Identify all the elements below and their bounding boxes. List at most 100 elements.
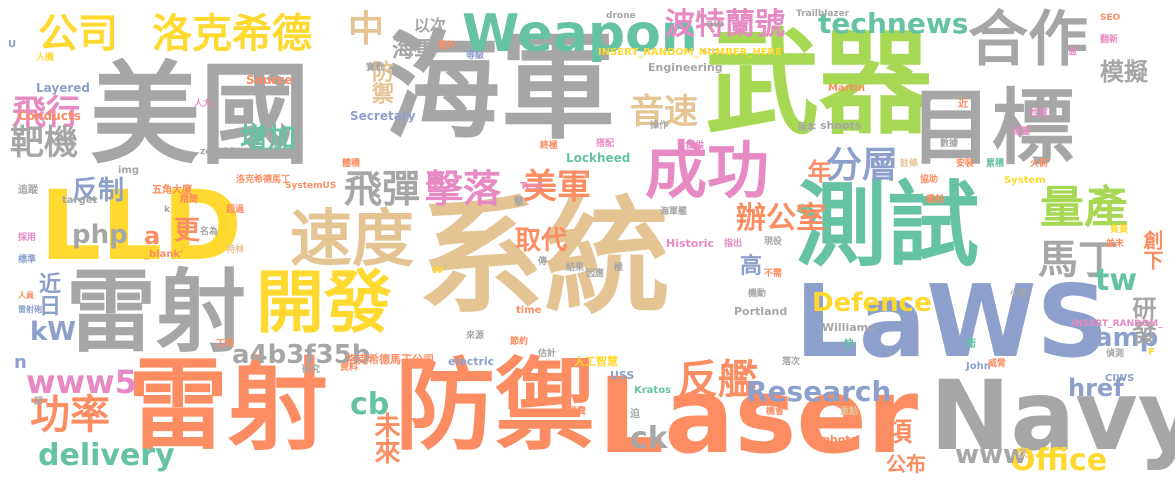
word: 名為 <box>200 227 219 237</box>
word: 靶機 <box>10 123 78 163</box>
word: 版本 <box>798 123 817 133</box>
word: SEO <box>1100 13 1121 23</box>
word: 負責 <box>1110 225 1129 235</box>
word: 傳 <box>538 257 548 267</box>
word: img <box>118 165 140 176</box>
word: 估計 <box>538 349 557 359</box>
word: www <box>955 440 1028 470</box>
word: Portland <box>734 305 788 318</box>
word: 洛克希德 <box>152 11 312 57</box>
word: 反制 <box>72 176 125 206</box>
word: cb <box>350 387 390 422</box>
word: 雷射砲 <box>18 305 42 314</box>
word: 小型 <box>1010 289 1029 299</box>
word: Laser <box>598 355 919 477</box>
word: 目標 <box>910 81 1075 176</box>
word: 公布 <box>886 452 926 476</box>
word: 速度 <box>290 202 415 275</box>
word: 性質 <box>1030 109 1049 119</box>
word: 雷射 <box>66 260 246 365</box>
word: delivery <box>38 438 175 473</box>
word: 近日 <box>35 272 60 316</box>
word: Office <box>1010 443 1108 478</box>
word: 撃 <box>514 197 524 208</box>
word: 機會 <box>766 407 785 417</box>
word: 機動 <box>748 289 767 299</box>
word: 衛 <box>966 339 976 350</box>
word: Trailblazer <box>796 9 850 19</box>
word: 量產 <box>1040 182 1128 233</box>
word: 擊落 <box>425 167 502 211</box>
word: 結果 <box>566 263 585 273</box>
word: USS <box>610 369 635 382</box>
word: 並未 <box>1106 239 1125 249</box>
word: Engineering <box>648 61 723 74</box>
word: Secretary <box>350 109 416 123</box>
word: 精簡 <box>180 195 199 205</box>
word: aw <box>706 17 724 30</box>
word: 註條 <box>900 159 919 169</box>
word: 搭配 <box>596 139 615 149</box>
word: U <box>8 39 17 50</box>
word: 師 <box>34 397 44 407</box>
word: 火箭 <box>1030 159 1049 169</box>
word: 額外 <box>438 41 457 51</box>
word: 偵測 <box>1106 349 1125 359</box>
word: 年 <box>803 159 831 183</box>
word: 人員 <box>18 291 34 300</box>
word: 馬丁 <box>1038 237 1118 283</box>
word: 協助 <box>920 175 939 185</box>
word: a4b3f35b <box>232 340 371 370</box>
word: src <box>702 47 718 57</box>
word: 海軍 <box>392 38 437 63</box>
word: 威脅 <box>988 359 1007 369</box>
word: 反艦 <box>678 357 758 403</box>
word: 武器 <box>705 17 934 150</box>
word: 累積 <box>986 159 1005 169</box>
word: 防禦 <box>395 347 595 464</box>
word: 取代 <box>515 226 568 256</box>
word: 海軍艦 <box>660 207 688 217</box>
word: LLD <box>40 170 243 282</box>
word: 分層 <box>826 145 899 186</box>
word: Williams <box>822 321 875 334</box>
word: drone <box>606 11 636 21</box>
word: Source <box>246 73 293 87</box>
word: 資料 <box>340 363 359 373</box>
word: John <box>966 361 991 372</box>
word: 等級 <box>466 51 485 61</box>
word: _blank' <box>144 249 184 260</box>
word: 工程 <box>216 339 235 349</box>
word: 增加 <box>240 121 297 154</box>
word: 快 <box>844 339 854 350</box>
word: amp <box>1095 323 1159 353</box>
word: 音速 <box>630 92 698 132</box>
word: System <box>1004 175 1046 186</box>
word: SystemUS <box>285 181 337 191</box>
word: 創下 <box>1140 230 1164 270</box>
word: 未來 <box>370 412 400 464</box>
word: 因應 <box>586 269 605 279</box>
word: Weapon <box>462 4 698 64</box>
word: 益 <box>1068 47 1078 57</box>
word: 採用 <box>18 233 37 243</box>
word: 經費 <box>568 407 587 417</box>
word: 更 <box>174 216 201 246</box>
word: photo <box>822 433 859 446</box>
word: 艦船 <box>926 195 945 205</box>
word: Martin <box>828 83 865 94</box>
word: 防禦 <box>368 60 393 104</box>
word: 海軍 <box>384 20 616 155</box>
word: zoneid <box>200 147 234 157</box>
word: 超過 <box>226 205 245 215</box>
word: 提供 <box>686 141 705 151</box>
word: 高 <box>740 254 763 279</box>
word: 安裝 <box>956 159 975 169</box>
word: 現役 <box>764 237 783 247</box>
word: kW <box>30 317 76 347</box>
word: 公司 <box>38 11 118 57</box>
word: a <box>144 222 161 250</box>
word: 美國 <box>90 51 310 179</box>
word: 研發 <box>1128 296 1156 344</box>
